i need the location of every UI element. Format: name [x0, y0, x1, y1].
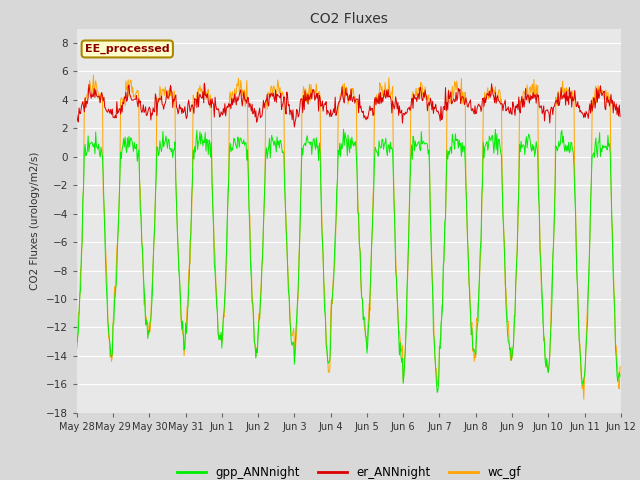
Title: CO2 Fluxes: CO2 Fluxes [310, 12, 388, 26]
Text: EE_processed: EE_processed [85, 44, 170, 54]
Legend: gpp_ANNnight, er_ANNnight, wc_gf: gpp_ANNnight, er_ANNnight, wc_gf [172, 461, 526, 480]
Y-axis label: CO2 Fluxes (urology/m2/s): CO2 Fluxes (urology/m2/s) [30, 152, 40, 290]
